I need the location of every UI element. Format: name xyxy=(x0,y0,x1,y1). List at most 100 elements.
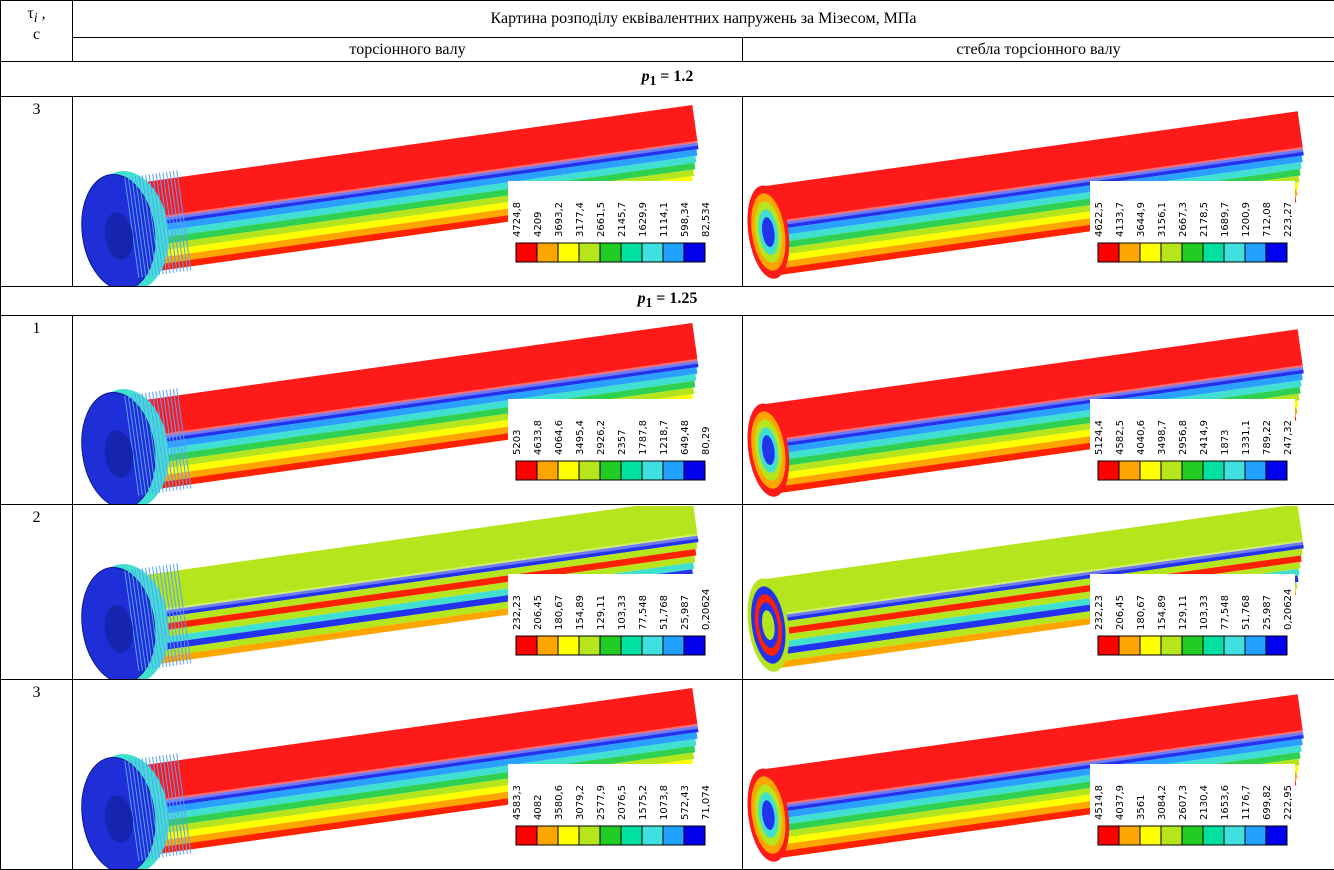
legend-swatch xyxy=(600,461,621,480)
legend-label: 1873 xyxy=(1220,429,1231,454)
legend-swatch xyxy=(663,826,684,845)
legend: 4724,842093693,23177,42661,52145,71629,9… xyxy=(508,181,713,262)
p-index-wrap: 1 xyxy=(650,74,657,89)
legend-swatch xyxy=(1161,636,1182,655)
stress-image: 5124,44582,54040,63498,72956,82414,91873… xyxy=(745,317,1333,504)
legend-label: 3156,1 xyxy=(1157,202,1168,237)
legend-swatch xyxy=(1266,636,1287,655)
legend-label: 154,89 xyxy=(1157,595,1168,630)
col2-header: стебла торсіонного валу xyxy=(956,41,1120,58)
legend-label: 1653,6 xyxy=(1220,785,1231,820)
legend-swatch xyxy=(600,636,621,655)
tau-index: i xyxy=(34,10,38,25)
legend-swatch xyxy=(1224,461,1245,480)
legend-swatch xyxy=(579,826,600,845)
legend-swatch xyxy=(1119,243,1140,262)
col2-cell: стебла торсіонного валу xyxy=(743,38,1334,62)
legend-label: 232,23 xyxy=(1094,595,1105,630)
legend-label: 154,89 xyxy=(575,595,586,630)
legend-label: 789,22 xyxy=(1262,420,1273,455)
legend-label: 206,45 xyxy=(1115,595,1126,630)
legend-label: 2414,9 xyxy=(1199,420,1210,455)
legend-swatch xyxy=(1161,243,1182,262)
legend-label: 0,20624 xyxy=(1283,588,1294,629)
table-body: τi , c Картина розподілу еквівалентних н… xyxy=(1,1,1334,870)
legend-label: 71,074 xyxy=(701,785,712,820)
legend: 4514,84037,935613084,22607,32130,41653,6… xyxy=(1090,764,1295,845)
legend-label: 2607,3 xyxy=(1178,785,1189,820)
p-index-wrap: 1 xyxy=(646,296,653,311)
legend-swatch xyxy=(1203,636,1224,655)
legend-swatch xyxy=(1182,636,1203,655)
legend-label: 77,548 xyxy=(638,595,649,630)
section-cell: p1 = 1.25 xyxy=(1,287,1334,316)
section-label: p1 = 1.2 xyxy=(642,68,694,85)
legend: 4583,340823580,63079,22577,92076,51575,2… xyxy=(508,764,713,845)
legend-label: 247,32 xyxy=(1283,420,1294,455)
legend-swatch xyxy=(684,826,705,845)
legend-swatch xyxy=(642,826,663,845)
legend-label: 180,67 xyxy=(554,595,565,630)
legend-label: 223,27 xyxy=(1283,202,1294,237)
legend-label: 3580,6 xyxy=(554,785,565,820)
legend-swatch xyxy=(663,636,684,655)
legend-swatch xyxy=(1161,826,1182,845)
legend-swatch xyxy=(1161,461,1182,480)
stress-image: 4514,84037,935613084,22607,32130,41653,6… xyxy=(745,681,1333,869)
legend-swatch xyxy=(621,826,642,845)
legend-swatch xyxy=(537,636,558,655)
legend-label: 4582,5 xyxy=(1115,420,1126,455)
legend-swatch xyxy=(684,636,705,655)
legend-label: 4082 xyxy=(533,794,544,819)
legend: 5124,44582,54040,63498,72956,82414,91873… xyxy=(1090,399,1295,480)
legend-label: 1218,7 xyxy=(659,420,670,455)
legend-swatch xyxy=(579,461,600,480)
tau-cell: 1 xyxy=(1,316,73,505)
col1-header: торсіонного валу xyxy=(349,41,465,58)
legend-swatch xyxy=(1224,243,1245,262)
result-row: 34583,340823580,63079,22577,92076,51575,… xyxy=(1,680,1334,870)
legend-label: 1575,2 xyxy=(638,785,649,820)
legend-swatch xyxy=(537,461,558,480)
p-value: = 1.2 xyxy=(660,68,693,85)
tau-unit: c xyxy=(33,26,40,43)
page: τi , c Картина розподілу еквівалентних н… xyxy=(0,0,1334,870)
legend-swatch xyxy=(1224,636,1245,655)
legend-label: 712,08 xyxy=(1262,202,1273,237)
legend-label: 4064,6 xyxy=(554,420,565,455)
legend-swatch xyxy=(663,461,684,480)
legend-label: 3495,4 xyxy=(575,420,586,455)
legend-label: 2178,5 xyxy=(1199,202,1210,237)
subheader-row: торсіонного валу стебла торсіонного валу xyxy=(1,38,1334,62)
legend-label: 103,33 xyxy=(617,595,628,630)
section-row: p1 = 1.25 xyxy=(1,287,1334,316)
legend-swatch xyxy=(558,636,579,655)
tau-cell: 3 xyxy=(1,680,73,870)
legend-swatch xyxy=(516,826,537,845)
legend-label: 51,768 xyxy=(659,595,670,630)
stress-image: 52034633,84064,63495,42926,223571787,812… xyxy=(75,317,741,504)
legend-label: 82,534 xyxy=(701,202,712,237)
tau-header: τi , c xyxy=(1,1,73,62)
legend-label: 1629,9 xyxy=(638,202,649,237)
legend-swatch xyxy=(1119,461,1140,480)
tau-cell: 3 xyxy=(1,97,73,287)
legend-label: 5124,4 xyxy=(1094,420,1105,455)
tau-value: 2 xyxy=(33,509,41,526)
legend-swatch xyxy=(1245,826,1266,845)
legend-label: 80,29 xyxy=(701,426,712,455)
legend-swatch xyxy=(1245,461,1266,480)
legend-label: 4133,7 xyxy=(1115,202,1126,237)
legend-label: 3561 xyxy=(1136,794,1147,819)
legend-swatch xyxy=(537,243,558,262)
legend-swatch xyxy=(516,243,537,262)
legend-swatch xyxy=(684,243,705,262)
legend-swatch xyxy=(558,826,579,845)
legend-swatch xyxy=(1098,243,1119,262)
legend-label: 1114,1 xyxy=(659,202,670,237)
legend-swatch xyxy=(1266,243,1287,262)
legend-swatch xyxy=(1182,826,1203,845)
legend-label: 4037,9 xyxy=(1115,785,1126,820)
